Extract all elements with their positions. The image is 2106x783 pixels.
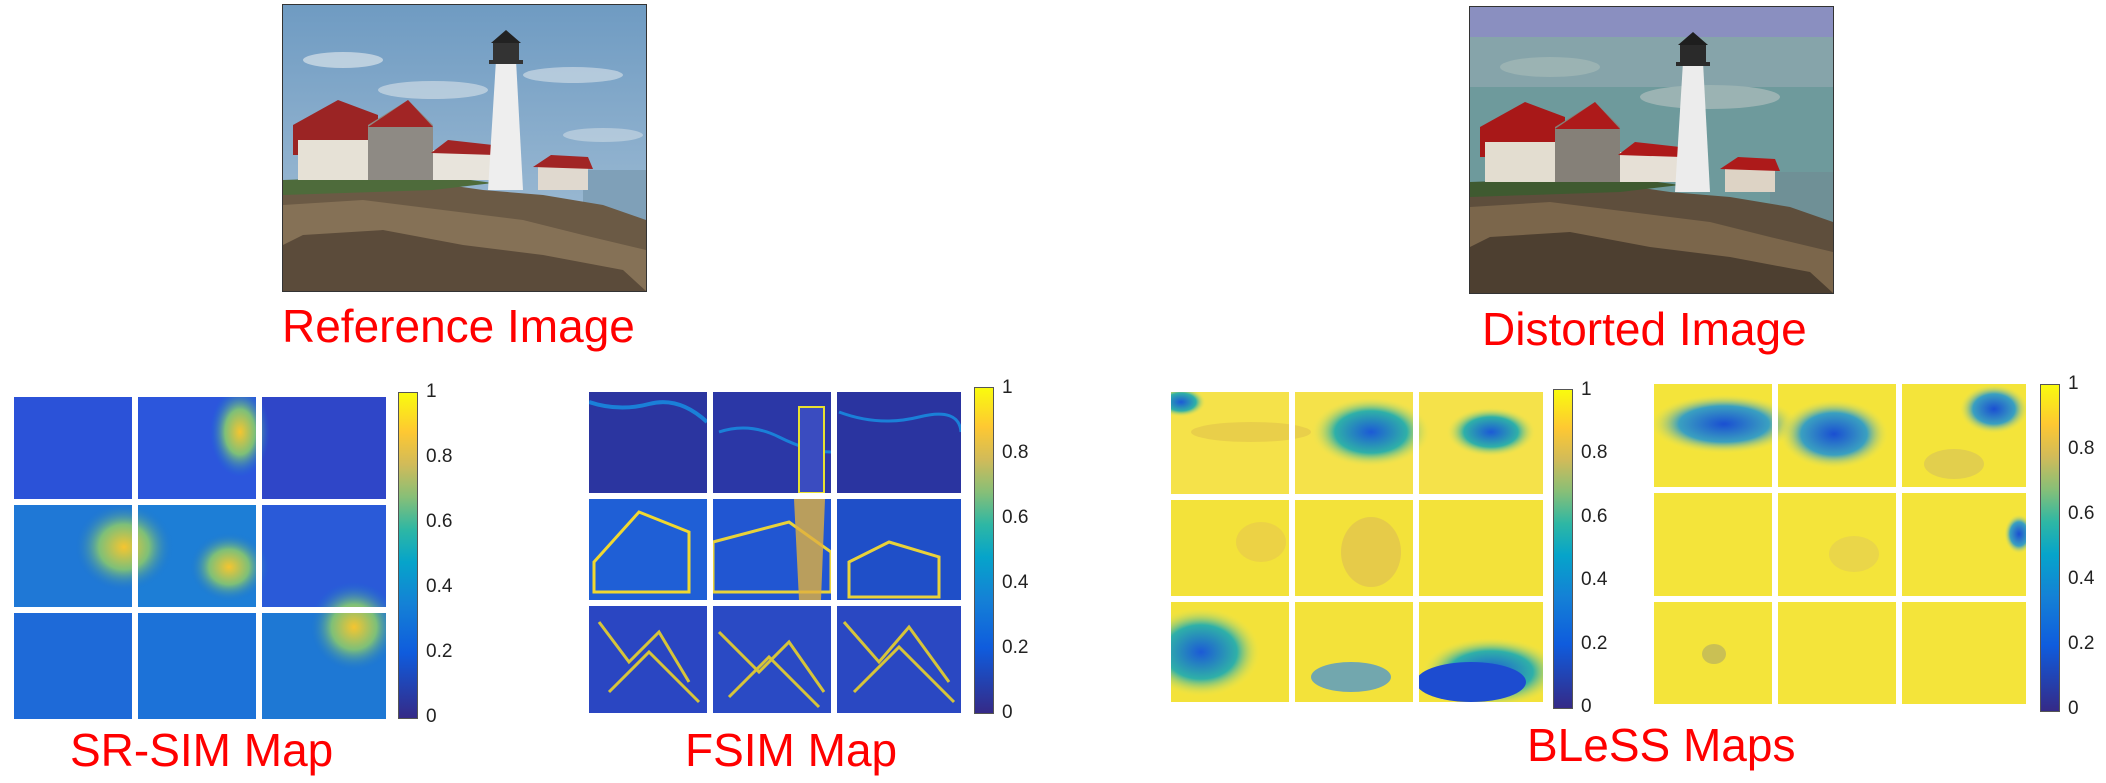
fsim-map	[589, 392, 961, 713]
srsim-map-art	[14, 397, 386, 719]
distorted-image	[1469, 6, 1834, 294]
bless2-tick-0: 0	[2068, 698, 2079, 719]
bless1-tick-0: 0	[1581, 696, 1592, 717]
fsim-tick-04: 0.4	[1002, 572, 1029, 593]
bless2-tick-06: 0.6	[2068, 503, 2095, 524]
reference-image-caption: Reference Image	[282, 300, 635, 352]
bless-map-2-art	[1654, 384, 2026, 704]
bless1-tick-04: 0.4	[1581, 569, 1608, 590]
bless-colorbar-1	[1553, 389, 1573, 709]
bless1-tick-02: 0.2	[1581, 633, 1608, 654]
fsim-tick-08: 0.8	[1002, 442, 1029, 463]
bless-caption: BLeSS Maps	[1527, 719, 1796, 771]
distorted-image-art	[1470, 7, 1833, 293]
bless-map-1-art	[1171, 392, 1543, 702]
distorted-image-caption: Distorted Image	[1482, 303, 1807, 355]
srsim-tick-0: 0	[426, 706, 437, 727]
bless1-tick-08: 0.8	[1581, 442, 1608, 463]
fsim-caption: FSIM Map	[685, 724, 898, 776]
bless2-tick-08: 0.8	[2068, 438, 2095, 459]
bless2-tick-1: 1	[2068, 373, 2079, 394]
srsim-caption: SR-SIM Map	[70, 724, 334, 776]
fsim-tick-06: 0.6	[1002, 507, 1029, 528]
bless-map-2	[1654, 384, 2026, 704]
fsim-tick-0: 0	[1002, 702, 1013, 723]
srsim-tick-08: 0.8	[426, 446, 453, 467]
bless-map-1	[1171, 392, 1543, 702]
srsim-map	[14, 397, 386, 719]
srsim-tick-06: 0.6	[426, 511, 453, 532]
srsim-tick-1: 1	[426, 381, 437, 402]
fsim-colorbar	[974, 387, 994, 714]
srsim-tick-02: 0.2	[426, 641, 453, 662]
fsim-tick-02: 0.2	[1002, 637, 1029, 658]
bless1-tick-06: 0.6	[1581, 506, 1608, 527]
srsim-tick-04: 0.4	[426, 576, 453, 597]
bless2-tick-04: 0.4	[2068, 568, 2095, 589]
srsim-colorbar	[398, 392, 418, 719]
fsim-map-art	[589, 392, 961, 713]
reference-image	[282, 4, 647, 292]
bless2-tick-02: 0.2	[2068, 633, 2095, 654]
bless-colorbar-2	[2040, 384, 2060, 712]
reference-image-art	[283, 5, 646, 291]
fsim-tick-1: 1	[1002, 377, 1013, 398]
bless1-tick-1: 1	[1581, 379, 1592, 400]
